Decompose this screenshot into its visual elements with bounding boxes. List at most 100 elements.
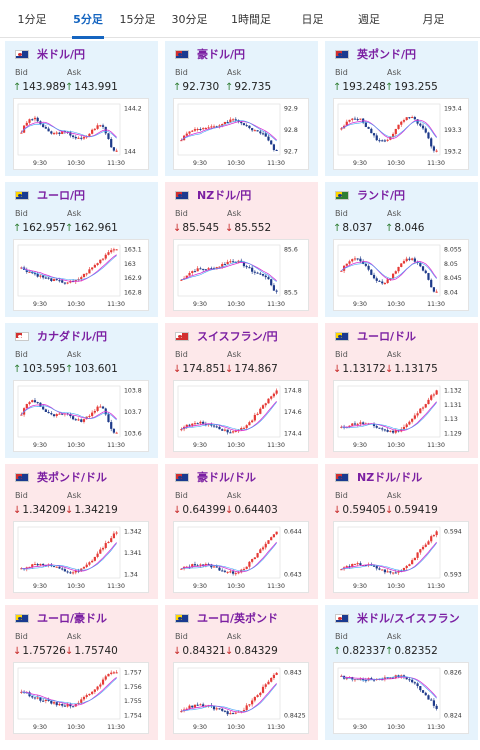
rate-card[interactable]: 英ポンド/円 Bid Ask ↑193.248 ↑193.255 193.4 193.3 19… (325, 41, 478, 176)
candle-body (416, 261, 419, 263)
candle-body (36, 564, 39, 566)
pair-title[interactable]: スイスフラン/円 (197, 330, 278, 343)
candle-body (378, 427, 381, 429)
ask-label: Ask (67, 491, 82, 500)
moving-average-line (21, 404, 117, 420)
candle-body (180, 568, 183, 570)
rate-card[interactable]: 米ドル/スイスフラン Bid Ask ↑0.82337 ↑0.82352 0.826 0.8… (325, 605, 478, 740)
pair-title[interactable]: 米ドル/スイスフラン (357, 612, 460, 625)
candle-body (207, 563, 210, 565)
pair-title[interactable]: 米ドル/円 (37, 48, 86, 61)
tab-1hour[interactable]: 1時間足 (231, 13, 271, 26)
x-tick-label: 10:30 (387, 724, 405, 731)
tab-day[interactable]: 日足 (301, 13, 324, 26)
rate-card[interactable]: 米ドル/円 Bid Ask ↑143.989 ↑143.991 144.2 144 9:30 1… (5, 41, 158, 176)
arrow-down-icon: ↓ (225, 646, 234, 657)
ask-label: Ask (67, 209, 82, 218)
rate-card[interactable]: ユーロ/英ポンド Bid Ask ↓0.84321 ↓0.84329 0.843 0.842… (165, 605, 318, 740)
pair-title[interactable]: 英ポンド/円 (357, 48, 417, 61)
rate-card[interactable]: カナダドル/円 Bid Ask ↑103.595 ↑103.601 103.8 103.7 1… (5, 323, 158, 458)
candle-body (386, 430, 389, 432)
pair-title[interactable]: カナダドル/円 (37, 330, 108, 343)
rate-card[interactable]: スイスフラン/円 Bid Ask ↓174.851 ↓174.867 174.8 174.6… (165, 323, 318, 458)
tab-15min[interactable]: 15分足 (119, 13, 156, 26)
pair-title[interactable]: 豪ドル/ドル (197, 471, 257, 484)
bid-number: 174.851 (182, 363, 226, 375)
rate-card[interactable]: ユーロ/豪ドル Bid Ask ↓1.75726 ↓1.75740 1.757 1.756 1… (5, 605, 158, 740)
mini-chart[interactable]: 1.132 1.131 1.13 1.129 9:30 10:30 11:30 (333, 380, 469, 452)
mini-chart[interactable]: 1.342 1.341 1.34 9:30 10:30 11:30 (13, 521, 149, 593)
pair-title[interactable]: ユーロ/豪ドル (37, 612, 108, 625)
us-flag-icon (15, 49, 29, 59)
candle-body (251, 700, 254, 705)
rate-card[interactable]: ユーロ/円 Bid Ask ↑162.957 ↑162.961 163.1 163 162.9… (5, 182, 158, 317)
candle-body (432, 535, 436, 537)
candle-body (196, 423, 199, 425)
candle-body (115, 672, 118, 674)
mini-chart[interactable]: 0.644 0.643 9:30 10:30 11:30 (173, 521, 309, 593)
candle-body (430, 279, 433, 288)
pair-title[interactable]: 豪ドル/円 (197, 48, 246, 61)
candle-body (248, 267, 251, 269)
candle-body (185, 133, 188, 136)
pair-title[interactable]: NZドル/ドル (357, 471, 423, 484)
mini-chart[interactable]: 144.2 144 9:30 10:30 11:30 (13, 98, 149, 170)
pair-title[interactable]: ユーロ/円 (37, 189, 86, 202)
x-tick-label: 11:30 (427, 442, 445, 449)
mini-chart[interactable]: 0.594 0.593 9:30 10:30 11:30 (333, 521, 469, 593)
rate-card[interactable]: ランド/円 Bid Ask ↑8.037 ↑8.046 8.055 8.05 8.045 8.0… (325, 182, 478, 317)
candle-body (112, 672, 116, 674)
candle-body (240, 428, 243, 431)
mini-chart[interactable]: 174.8 174.6 174.4 9:30 10:30 11:30 (173, 380, 309, 452)
mini-chart[interactable]: 8.055 8.05 8.045 8.04 9:30 10:30 11:30 (333, 239, 469, 311)
rate-card[interactable]: NZドル/円 Bid Ask ↓85.545 ↓85.552 85.6 85.5 9:30 10… (165, 182, 318, 317)
mini-chart[interactable]: 193.4 193.3 193.2 9:30 10:30 11:30 (333, 98, 469, 170)
candle-body (405, 565, 408, 569)
candle-body (99, 406, 102, 408)
candle-body (58, 704, 61, 706)
mini-chart[interactable]: 1.757 1.756 1.755 1.754 9:30 10:30 11:30 (13, 662, 149, 734)
plot-frame (177, 526, 281, 579)
pair-title[interactable]: 英ポンド/ドル (37, 471, 108, 484)
candle-body (383, 140, 387, 142)
candlestick-chart: 92.9 92.8 92.7 9:30 10:30 11:30 (177, 103, 298, 167)
candle-body (234, 573, 237, 575)
mini-chart[interactable]: 0.826 0.824 9:30 10:30 11:30 (333, 662, 469, 734)
candle-body (193, 129, 197, 131)
candle-body (386, 139, 389, 141)
y-tick-label: 1.132 (444, 388, 462, 395)
candle-body (61, 704, 64, 706)
mini-chart[interactable]: 92.9 92.8 92.7 9:30 10:30 11:30 (173, 98, 309, 170)
ask-number: 162.961 (74, 222, 118, 234)
mini-chart[interactable]: 0.843 0.8425 9:30 10:30 11:30 (173, 662, 309, 734)
candle-body (204, 269, 207, 271)
candle-body (416, 552, 419, 558)
mini-chart[interactable]: 103.8 103.7 103.6 9:30 10:30 11:30 (13, 380, 149, 452)
x-tick-label: 11:30 (267, 583, 285, 590)
pair-title[interactable]: ランド/円 (357, 189, 406, 202)
candle-body (223, 710, 227, 712)
y-tick-label: 8.05 (444, 261, 458, 268)
mini-chart[interactable]: 163.1 163 162.9 162.8 9:30 10:30 11:30 (13, 239, 149, 311)
candle-body (383, 569, 387, 573)
tab-30min[interactable]: 30分足 (171, 13, 208, 26)
rate-card[interactable]: NZドル/ドル Bid Ask ↓0.59405 ↓0.59419 0.594 0.593 9… (325, 464, 478, 599)
pair-title[interactable]: ユーロ/ドル (357, 330, 417, 343)
tab-month[interactable]: 月足 (422, 13, 445, 26)
pair-title[interactable]: ユーロ/英ポンド (197, 612, 279, 625)
rate-card[interactable]: ユーロ/ドル Bid Ask ↓1.13172 ↓1.13175 1.132 1.131 1.… (325, 323, 478, 458)
candle-body (256, 695, 259, 698)
rate-card[interactable]: 豪ドル/ドル Bid Ask ↓0.64399 ↓0.64403 0.644 0.643 9:… (165, 464, 318, 599)
tab-week[interactable]: 週足 (358, 13, 380, 26)
candle-body (36, 697, 39, 699)
bid-number: 0.84321 (182, 645, 226, 657)
candle-body (202, 564, 205, 566)
rate-card[interactable]: 英ポンド/ドル Bid Ask ↓1.34209 ↓1.34219 1.342 1.341 1… (5, 464, 158, 599)
tab-1min[interactable]: 1分足 (17, 13, 47, 26)
moving-average-line-2 (341, 542, 437, 571)
rate-card[interactable]: 豪ドル/円 Bid Ask ↑92.730 ↑92.735 92.9 92.8 92.7 9:3… (165, 41, 318, 176)
mini-chart[interactable]: 85.6 85.5 9:30 10:30 11:30 (173, 239, 309, 311)
pair-title[interactable]: NZドル/円 (197, 189, 252, 202)
tab-5min[interactable]: 5分足 (64, 0, 112, 39)
candlestick-chart: 1.132 1.131 1.13 1.129 9:30 10:30 11:30 (337, 385, 462, 449)
